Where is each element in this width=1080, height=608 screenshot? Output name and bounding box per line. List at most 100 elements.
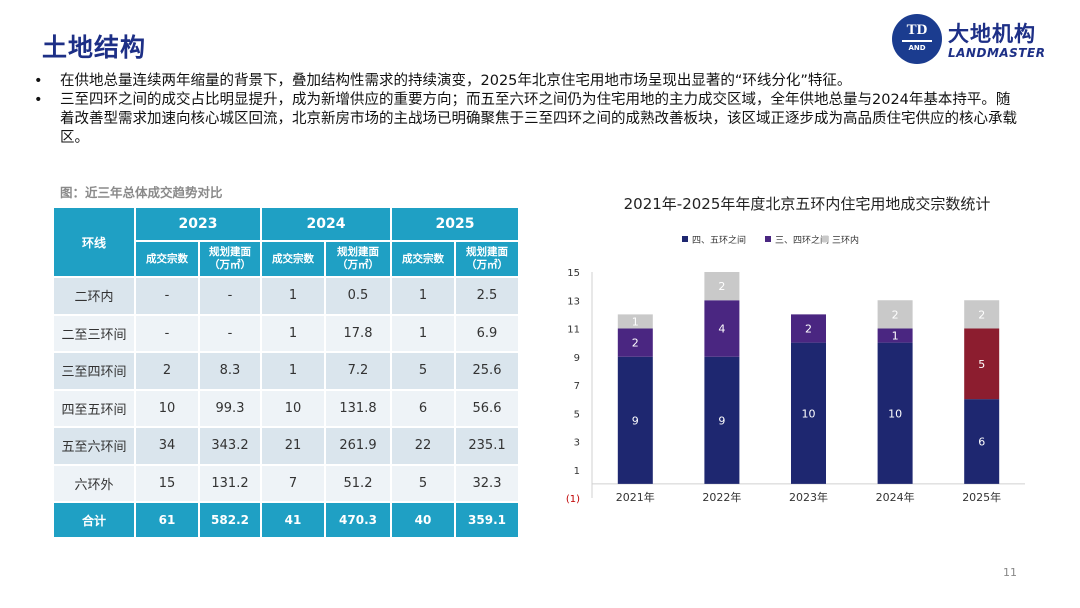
bar-data-label: 10 xyxy=(888,407,902,420)
y-tick-label: 3 xyxy=(574,438,580,449)
count-header: 成交宗数 xyxy=(260,240,326,278)
total-area-cell: 359.1 xyxy=(454,501,520,539)
bullet-item: • 在供地总量连续两年缩量的背景下，叠加结构性需求的持续演变，2025年北京住宅… xyxy=(34,72,1024,91)
bar-segment xyxy=(964,328,1000,400)
area-cell: 2.5 xyxy=(454,276,520,316)
count-cell: 21 xyxy=(260,426,326,466)
bar-segment xyxy=(704,356,740,484)
count-cell: 1 xyxy=(390,276,456,316)
legend-label: 三、四环之间 xyxy=(775,234,829,246)
bullet-list: • 在供地总量连续两年缩量的背景下，叠加结构性需求的持续演变，2025年北京住宅… xyxy=(34,72,1024,148)
legend-label: 三环内 xyxy=(832,234,859,246)
y-tick-label: 13 xyxy=(567,296,580,307)
ring-cell: 六环外 xyxy=(52,463,136,503)
count-cell: 6 xyxy=(390,388,456,428)
bar-data-label: 2 xyxy=(892,308,899,321)
total-area-cell: 470.3 xyxy=(324,501,392,539)
total-label-cell: 合计 xyxy=(52,501,136,539)
ring-cell: 二至三环间 xyxy=(52,313,136,353)
bar-data-label: 6 xyxy=(978,436,985,449)
bar-data-label: 2 xyxy=(718,280,725,293)
count-cell: 2 xyxy=(134,351,200,391)
area-cell: 7.2 xyxy=(324,351,392,391)
count-cell: 10 xyxy=(260,388,326,428)
bar-data-label: 1 xyxy=(632,315,639,328)
x-tick-label: 2024年 xyxy=(876,490,915,504)
area-cell: 6.9 xyxy=(454,313,520,353)
area-cell: 56.6 xyxy=(454,388,520,428)
bar-data-label: 2 xyxy=(805,323,812,336)
y-tick-label: (1) xyxy=(566,494,580,505)
count-cell: 1 xyxy=(260,276,326,316)
area-cell: 8.3 xyxy=(198,351,262,391)
ring-cell: 二环内 xyxy=(52,276,136,316)
bar-segment xyxy=(791,314,826,343)
page-title: 土地结构 xyxy=(42,33,147,62)
area-cell: 343.2 xyxy=(198,426,262,466)
bar-segment xyxy=(964,300,1000,329)
y-tick-label: 15 xyxy=(567,268,580,279)
table-row: 三至四环间 2 8.3 1 7.2 5 25.6 xyxy=(52,351,520,391)
bullet-text: 三至四环之间的成交占比明显提升，成为新增供应的重要方向；而五至六环之间仍为住宅用… xyxy=(60,92,1017,146)
bar-data-label: 2 xyxy=(978,308,985,321)
bar-segment xyxy=(964,399,1000,484)
count-cell: 1 xyxy=(390,313,456,353)
count-header: 成交宗数 xyxy=(390,240,456,278)
bar-segment xyxy=(791,342,826,484)
bullet-dot: • xyxy=(34,73,43,89)
table-row: 五至六环间 34 343.2 21 261.9 22 235.1 xyxy=(52,426,520,466)
bar-data-label: 10 xyxy=(802,407,816,420)
area-cell: 51.2 xyxy=(324,463,392,503)
count-cell: 15 xyxy=(134,463,200,503)
bar-data-label: 9 xyxy=(718,414,725,427)
stacked-bar-chart: 2021年-2025年年度北京五环内住宅用地成交宗数统计 四、五环之间 三、四环之间… xyxy=(555,185,1060,515)
ring-cell: 三至四环间 xyxy=(52,351,136,391)
table-row: 六环外 15 131.2 7 51.2 5 32.3 xyxy=(52,463,520,503)
area-cell: 131.2 xyxy=(198,463,262,503)
area-cell: 17.8 xyxy=(324,313,392,353)
count-cell: 7 xyxy=(260,463,326,503)
bullet-item: • 三至四环之间的成交占比明显提升，成为新增供应的重要方向；而五至六环之间仍为住… xyxy=(34,91,1024,148)
y-tick-label: 11 xyxy=(567,325,580,336)
table-caption: 图：近三年总体成交趋势对比 xyxy=(60,185,223,200)
area-cell: 131.8 xyxy=(324,388,392,428)
table-row: 二环内 - -1 0.5 1 2.5 xyxy=(52,276,520,316)
bar-segment xyxy=(617,314,653,329)
bar-data-label: 4 xyxy=(718,323,725,336)
year-header: 2023 xyxy=(134,206,262,242)
table-row: 二至三环间 - -1 17.8 1 6.9 xyxy=(52,313,520,353)
legend-label: 四、五环之间 xyxy=(692,234,746,246)
area-cell: 235.1 xyxy=(454,426,520,466)
company-logo: TD AND 大地机构 LANDMASTER xyxy=(892,14,1062,66)
ring-cell: 四至五环间 xyxy=(52,388,136,428)
bar-data-label: 9 xyxy=(632,414,639,427)
total-row: 合计 61 582.2 41 470.3 40 359.1 xyxy=(52,501,520,539)
page-number: 11 xyxy=(1003,566,1017,579)
x-tick-label: 2023年 xyxy=(789,490,828,504)
count-cell: 1 xyxy=(260,351,326,391)
logo-emblem-text: TD xyxy=(906,22,928,38)
ring-header: 环线 xyxy=(52,206,136,278)
logo-emblem: TD AND xyxy=(892,14,942,64)
total-count-cell: 61 xyxy=(134,501,200,539)
bar-data-label: 1 xyxy=(892,330,899,343)
area-cell: 0.5 xyxy=(324,276,392,316)
legend-swatch xyxy=(822,236,828,242)
bar-segment xyxy=(704,300,740,357)
x-tick-label: 2021年 xyxy=(616,490,655,504)
count-cell: - xyxy=(134,313,200,353)
area-cell: 32.3 xyxy=(454,463,520,503)
count-cell: 5 xyxy=(390,351,456,391)
count-cell: - xyxy=(134,276,200,316)
legend-swatch xyxy=(682,236,688,242)
count-cell: 22 xyxy=(390,426,456,466)
area-header: 规划建面 （万㎡） xyxy=(454,240,520,278)
logo-emblem-subtext: AND xyxy=(908,44,926,52)
bar-data-label: 5 xyxy=(978,358,985,371)
y-tick-label: 5 xyxy=(574,409,580,420)
year-header: 2024 xyxy=(260,206,392,242)
year-header: 2025 xyxy=(390,206,520,242)
y-tick-label: 1 xyxy=(574,466,580,477)
area-header: 规划建面 （万㎡） xyxy=(198,240,262,278)
